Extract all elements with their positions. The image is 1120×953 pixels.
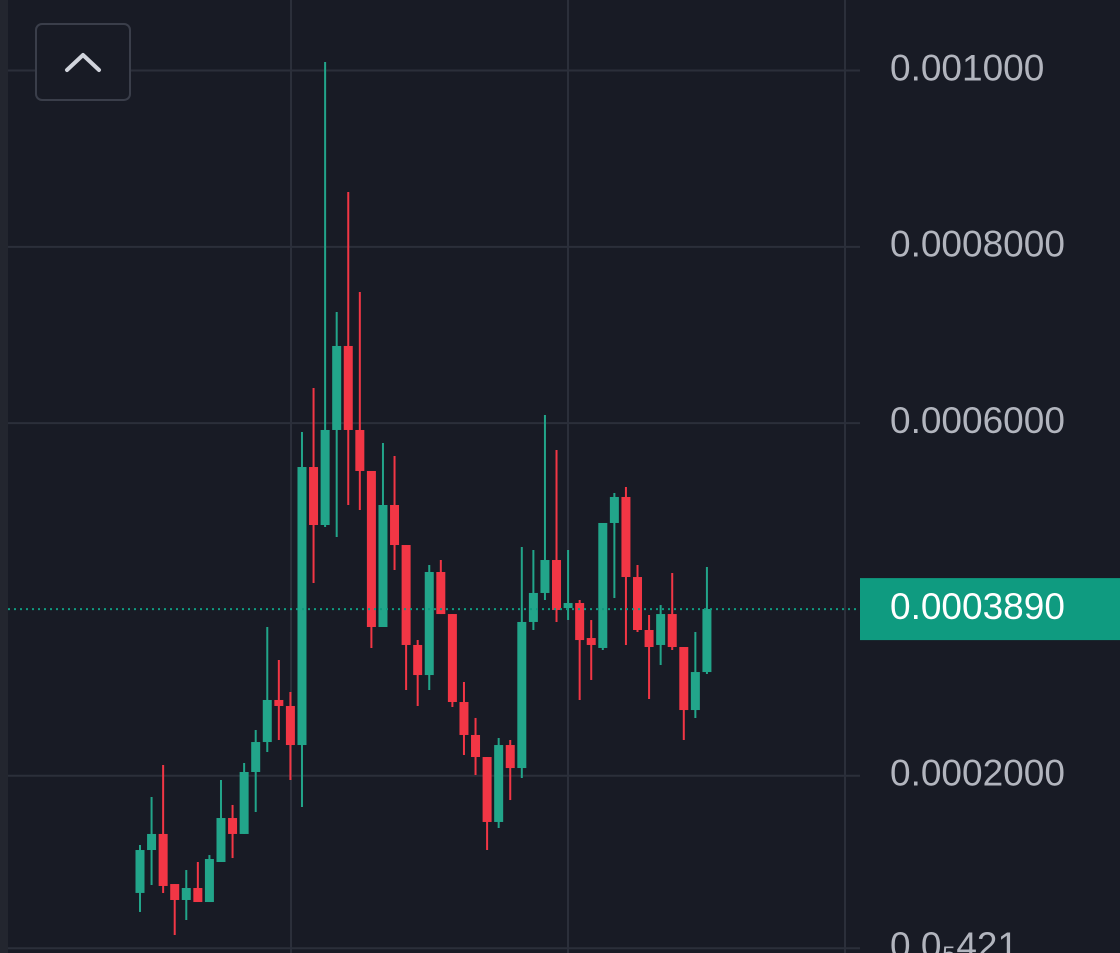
candle-body — [563, 603, 573, 609]
candle-body — [517, 621, 527, 769]
y-tick-label: 0.0002000 — [890, 752, 1065, 793]
candle-body — [366, 470, 376, 627]
candle-body — [667, 614, 677, 648]
candle-body — [505, 745, 515, 769]
candle-body — [690, 672, 700, 711]
candle-body — [228, 818, 238, 834]
candle-body — [309, 467, 319, 526]
collapse-button[interactable] — [35, 23, 131, 101]
candle-body — [621, 496, 631, 578]
candle-body — [494, 745, 504, 822]
current-price-label: 0.0003890 — [890, 586, 1065, 627]
candle-body — [170, 884, 180, 900]
candle-body — [158, 833, 168, 886]
y-tick-label: 0.0006000 — [890, 400, 1065, 441]
candle-body — [528, 592, 538, 622]
left-edge — [0, 0, 8, 953]
candle-body — [644, 629, 654, 648]
candle-body — [552, 560, 562, 610]
candle-body — [262, 699, 272, 743]
candle-body — [390, 505, 400, 546]
candle-body — [540, 560, 550, 593]
candle-body — [297, 467, 307, 746]
candle-body — [401, 545, 411, 645]
candle-body — [343, 345, 353, 430]
candle-body — [135, 850, 145, 893]
candle-body — [424, 571, 434, 676]
candle-body — [656, 614, 666, 645]
candle-body — [193, 888, 203, 903]
candle-body — [609, 496, 619, 523]
candle-body — [378, 505, 388, 627]
y-tick-label: 0.0008000 — [890, 224, 1065, 265]
price-axis: 0.0₅421 0.0002000 0.0006000 0.0008000 0.0010… — [860, 47, 1120, 953]
candle-body — [633, 577, 643, 630]
candle-body — [320, 429, 330, 526]
chevron-up-icon[interactable] — [65, 53, 101, 72]
candle-body — [332, 345, 342, 430]
candle-body — [471, 734, 481, 758]
candle-body — [239, 772, 249, 834]
candle-body — [147, 833, 157, 851]
candle-body — [482, 757, 492, 822]
y-tick-label: 0.001000 — [890, 47, 1044, 88]
button-frame[interactable] — [35, 23, 131, 101]
candle-body — [251, 742, 261, 773]
y-tick-label: 0.0₅421 — [890, 925, 1018, 953]
candle-body — [586, 638, 596, 645]
candle-body — [598, 522, 608, 648]
candle-body — [355, 429, 365, 471]
candle-body — [679, 647, 689, 711]
candle-body — [274, 699, 284, 706]
candle-body — [575, 603, 585, 641]
candle-body — [436, 571, 446, 615]
grid — [8, 69, 860, 950]
candle-body — [285, 705, 295, 746]
candle-body — [413, 644, 423, 676]
candle-body — [216, 818, 226, 863]
candle-body — [204, 859, 214, 903]
candle-body — [702, 609, 712, 673]
candle-body — [181, 888, 191, 900]
candles — [8, 62, 860, 935]
current-price-badge — [860, 578, 1120, 641]
candle-body — [459, 702, 469, 735]
candle-body — [447, 614, 457, 703]
